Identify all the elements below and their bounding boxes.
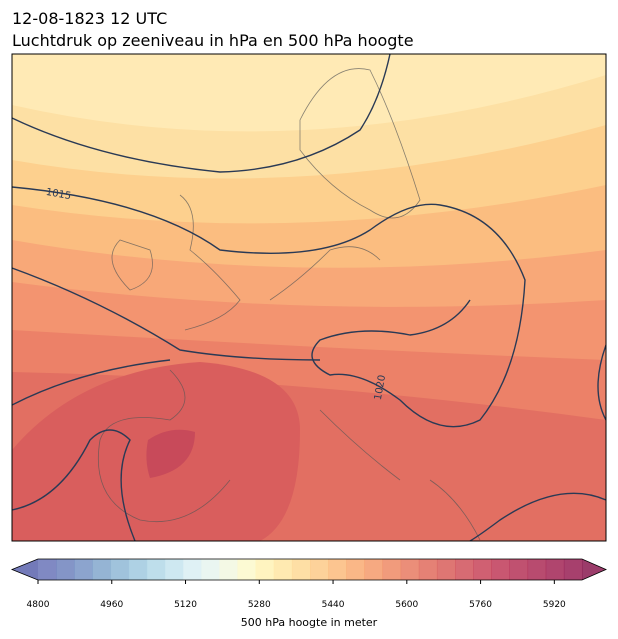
colorbar-segment: [56, 559, 75, 580]
colorbar-segment: [473, 559, 492, 580]
colorbar-segment: [255, 559, 275, 580]
colorbar-segment: [164, 559, 184, 580]
contour-label: 1015: [45, 187, 72, 202]
map-frame: [11, 53, 607, 542]
colorbar-tick-label: 5440: [322, 600, 345, 610]
title-line1: 12-08-1823 12 UTC: [12, 9, 167, 28]
colorbar-segment: [92, 559, 112, 580]
colorbar-segment: [38, 559, 57, 580]
colorbar-segment: [201, 559, 220, 580]
colorbar-segment: [183, 559, 202, 580]
colorbar-segment: [310, 559, 329, 580]
colorbar-arrow: [12, 559, 38, 580]
isobar: [12, 267, 606, 541]
colorbar-segment: [382, 559, 402, 580]
colorbar-segment: [527, 559, 547, 580]
colorbar-outline: [10, 558, 607, 581]
colorbar-segment: [110, 559, 130, 580]
colorbar-arrow: [582, 559, 606, 580]
isobar: [12, 54, 391, 173]
colorbar-segment: [455, 559, 474, 580]
colorbar-segment: [128, 559, 148, 580]
colorbar-label: 500 hPa hoogte in meter: [241, 616, 378, 629]
isobar: [12, 186, 526, 428]
colorbar-segment: [418, 559, 438, 580]
colorbar-tick-label: 5760: [469, 600, 492, 610]
colorbar-tick-label: 5120: [174, 600, 197, 610]
colorbar: 4800 4960 5120 5280 5440 5600 5760 5920: [10, 558, 607, 610]
coastline: [97, 68, 481, 541]
contour-label: 1020: [373, 374, 388, 401]
colorbar-segment: [237, 559, 257, 580]
colorbar-tick-label: 5600: [395, 600, 418, 610]
colorbar-segment: [364, 559, 384, 580]
colorbar-segment: [74, 559, 93, 580]
colorbar-segment: [436, 559, 456, 580]
colorbar-segment: [219, 559, 238, 580]
colorbar-tick-label: 4960: [100, 600, 123, 610]
colorbar-segment: [146, 559, 166, 580]
map: 1015 1020: [12, 54, 606, 541]
colorbar-segment: [400, 559, 420, 580]
colorbar-tick-label: 5920: [543, 600, 566, 610]
colorbar-tick-label: 5280: [248, 600, 271, 610]
colorbar-segment: [563, 559, 583, 580]
colorbar-segment: [291, 559, 311, 580]
colorbar-segment: [509, 559, 529, 580]
title-line2: Luchtdruk op zeeniveau in hPa en 500 hPa…: [12, 31, 414, 50]
isobar: [12, 429, 136, 541]
colorbar-segment: [328, 559, 347, 580]
colorbar-tick-label: 4800: [27, 600, 50, 610]
colorbar-segment: [346, 559, 365, 580]
colorbar-segment: [273, 559, 293, 580]
band: [146, 429, 195, 478]
colorbar-segment: [545, 559, 565, 580]
colorbar-segment: [491, 559, 510, 580]
